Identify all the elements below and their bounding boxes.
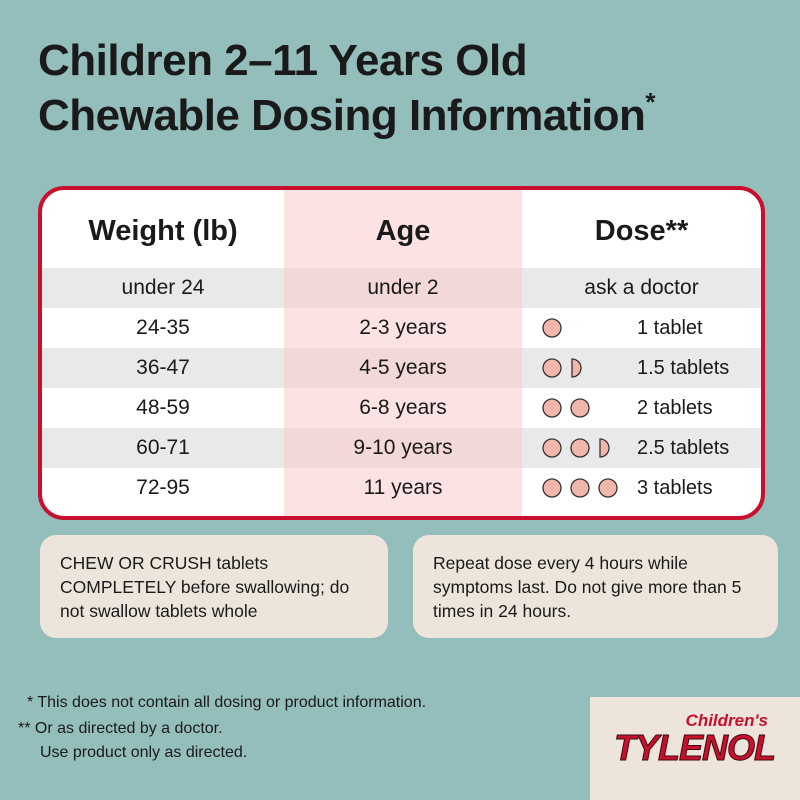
- cell: 60-71: [136, 436, 190, 459]
- tablet-icons: [542, 438, 610, 458]
- cell: 48-59: [136, 396, 190, 419]
- header-cell: Weight (lb): [88, 215, 238, 247]
- cell: 24-35: [136, 316, 190, 339]
- table-row: 72-95 11 years 3 tablets: [42, 468, 761, 508]
- tablet-icons: [542, 358, 582, 378]
- header-row: Weight (lb) Age Dose**: [42, 190, 761, 270]
- footnote: ** Or as directed by a doctor.: [18, 720, 223, 737]
- note: Repeat dose every 4 hours while symptoms…: [413, 535, 778, 638]
- cell: under 24: [121, 276, 205, 299]
- logo-brand: Children's: [685, 711, 768, 730]
- table-row: under 24 under 2 ask a doctor: [42, 268, 761, 308]
- cell: ask a doctor: [584, 276, 699, 299]
- tablet-icons: [542, 318, 562, 338]
- cell: 11 years: [363, 476, 443, 499]
- tablet-icons: [542, 478, 618, 498]
- cell: 4-5 years: [359, 356, 447, 379]
- title-mark: *: [645, 87, 656, 117]
- footnote: * This does not contain all dosing or pr…: [27, 694, 427, 711]
- cell: 36-47: [136, 356, 190, 379]
- tablet-icons: [542, 398, 590, 418]
- title-line: Chewable Dosing Information: [38, 91, 646, 140]
- cell: 2-3 years: [359, 316, 447, 339]
- table-row: 24-35 2-3 years 1 tablet: [42, 308, 761, 348]
- table-row: 60-71 9-10 years 2.5 tablets: [42, 428, 761, 468]
- cell: 6-8 years: [359, 396, 447, 419]
- cell: 9-10 years: [353, 436, 453, 459]
- cell: under 2: [367, 276, 439, 299]
- dosing-table: Weight (lb) Age Dose** under 24 under 2 …: [38, 186, 765, 520]
- header-cell: Dose**: [594, 215, 689, 247]
- table-row: 36-47 4-5 years 1.5 tablets: [42, 348, 761, 388]
- cell: 3 tablets: [637, 477, 713, 499]
- header-cell: Age: [375, 215, 431, 247]
- title: Chewable Dosing Information*: [38, 87, 656, 141]
- title: Children 2–11 Years Old: [38, 36, 528, 85]
- note: CHEW OR CRUSH tablets COMPLETELY before …: [40, 535, 388, 638]
- cell: 1 tablet: [637, 317, 703, 339]
- cell: 72-95: [136, 476, 190, 499]
- footnote: Use product only as directed.: [40, 744, 248, 761]
- logo-name: TYLENOL: [614, 727, 777, 769]
- cell: 1.5 tablets: [637, 357, 730, 379]
- cell: 2.5 tablets: [637, 437, 730, 459]
- cell: 2 tablets: [637, 397, 713, 419]
- logo: Children's TYLENOL: [590, 697, 800, 800]
- table-row: 48-59 6-8 years 2 tablets: [42, 388, 761, 428]
